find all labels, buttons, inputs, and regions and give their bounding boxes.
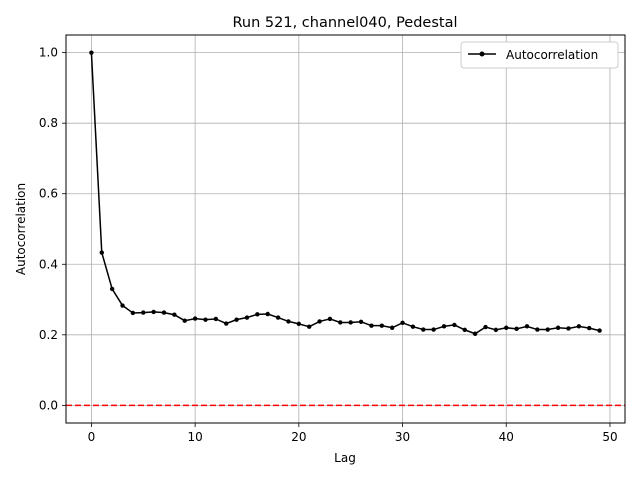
data-point xyxy=(307,324,312,329)
x-tick-label: 30 xyxy=(395,430,410,444)
x-axis-label: Lag xyxy=(334,451,356,465)
data-point xyxy=(514,326,519,332)
data-point xyxy=(452,322,457,328)
axis-ticks: 0 10 20 30 40 50 0.0 0.2 0.4 0.6 0.8 1.0 xyxy=(39,46,618,444)
legend-entry-label: Autocorrelation xyxy=(506,48,598,62)
data-point xyxy=(130,310,136,316)
data-point xyxy=(431,327,436,332)
legend-point-marker xyxy=(479,51,485,57)
data-point xyxy=(421,327,426,332)
x-tick-label: 20 xyxy=(291,430,306,444)
chart-title: Run 521, channel040, Pedestal xyxy=(232,15,457,31)
data-point xyxy=(358,319,364,324)
y-tick-label: 0.8 xyxy=(39,116,58,130)
x-tick-label: 0 xyxy=(88,430,96,444)
data-point xyxy=(348,320,353,325)
data-point xyxy=(141,310,146,315)
y-tick-label: 0.0 xyxy=(39,398,58,412)
data-point xyxy=(472,331,478,336)
data-point xyxy=(296,321,302,327)
data-point xyxy=(389,325,395,330)
data-point xyxy=(379,323,384,328)
data-point xyxy=(587,325,592,331)
data-point xyxy=(224,321,229,326)
y-axis-label: Autocorrelation xyxy=(14,183,28,275)
series-layer xyxy=(89,50,602,336)
data-point xyxy=(213,316,219,322)
data-point xyxy=(576,324,582,329)
data-point xyxy=(182,318,187,323)
data-point xyxy=(493,327,499,333)
data-point xyxy=(234,317,239,322)
data-point xyxy=(597,328,602,333)
data-point xyxy=(89,50,94,55)
data-point xyxy=(317,319,322,324)
data-point xyxy=(161,310,167,315)
y-tick-label: 1.0 xyxy=(39,46,58,60)
data-point xyxy=(504,325,509,330)
data-point xyxy=(545,327,550,332)
data-point xyxy=(410,324,416,329)
data-point xyxy=(172,312,177,317)
data-point xyxy=(369,323,374,328)
data-point xyxy=(151,309,156,315)
data-point xyxy=(109,286,115,292)
data-point xyxy=(555,325,561,330)
data-point xyxy=(483,324,488,330)
x-tick-label: 50 xyxy=(602,430,617,444)
data-point xyxy=(120,303,125,308)
data-point xyxy=(265,311,270,317)
data-point xyxy=(203,317,208,322)
data-point xyxy=(524,324,530,329)
data-point xyxy=(244,315,250,320)
data-point xyxy=(192,316,198,321)
data-point xyxy=(338,320,343,325)
data-point xyxy=(566,326,571,331)
data-point xyxy=(535,327,540,332)
legend: Autocorrelation xyxy=(460,41,619,69)
data-point xyxy=(275,315,281,320)
x-tick-label: 10 xyxy=(187,430,202,444)
data-point xyxy=(441,324,447,329)
data-point xyxy=(400,320,405,326)
x-tick-label: 40 xyxy=(499,430,514,444)
data-point xyxy=(286,319,291,324)
legend-box xyxy=(460,41,619,69)
plot-area-frame xyxy=(65,34,626,424)
data-point xyxy=(255,312,260,317)
data-point xyxy=(99,250,104,255)
y-tick-label: 0.2 xyxy=(39,328,58,342)
data-point xyxy=(462,327,467,333)
data-point xyxy=(327,316,333,322)
y-tick-label: 0.4 xyxy=(39,257,58,271)
y-tick-label: 0.6 xyxy=(39,187,58,201)
